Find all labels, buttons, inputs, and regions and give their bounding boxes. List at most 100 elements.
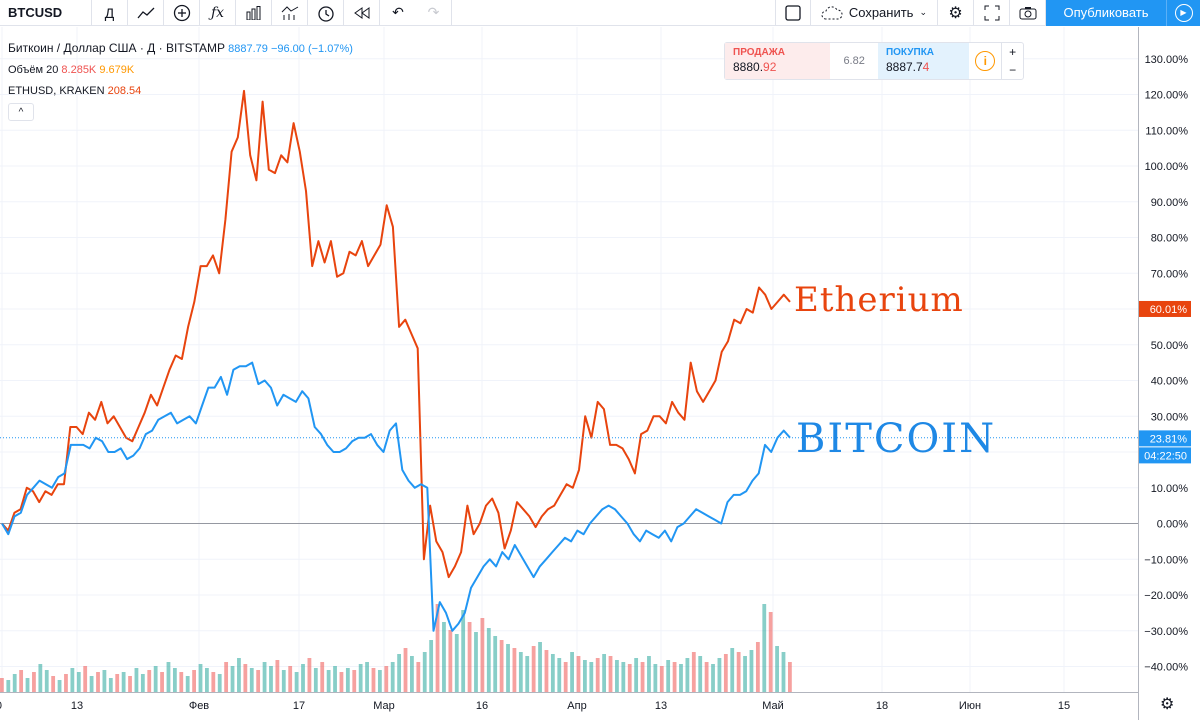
volume-bar: [140, 674, 145, 692]
volume-bar: [474, 632, 478, 692]
settings-gear-icon[interactable]: ⚙: [938, 0, 974, 26]
volume-bar: [538, 642, 542, 692]
volume-bar: [717, 658, 722, 692]
replay-icon[interactable]: [344, 0, 380, 26]
volume-bar: [19, 670, 24, 692]
volume-bar: [531, 646, 536, 692]
volume-bar: [454, 634, 459, 692]
y-tick-label: 0.00%: [1157, 519, 1188, 531]
templates-icon[interactable]: [272, 0, 308, 26]
volume-bar: [467, 622, 472, 692]
volume-bar: [121, 672, 126, 692]
volume-bar: [448, 630, 453, 692]
volume-bar: [243, 664, 248, 692]
compare-add-icon[interactable]: [164, 0, 200, 26]
volume-bar: [550, 654, 555, 692]
save-button[interactable]: Сохранить ⌄: [811, 0, 938, 26]
volume-bar: [307, 658, 312, 692]
volume-bar: [288, 666, 293, 692]
volume-bar: [377, 670, 382, 692]
spread-value: 6.82: [843, 55, 865, 67]
volume-bar: [775, 646, 779, 692]
volume-bar: [640, 662, 645, 692]
volume-bar: [44, 670, 49, 692]
y-tick-label: 100.00%: [1145, 161, 1189, 173]
chevron-down-icon: ⌄: [919, 7, 927, 17]
volume-bar: [755, 642, 760, 692]
volume-bar: [666, 660, 671, 692]
info-icon: i: [975, 51, 996, 71]
volume-bar: [416, 662, 421, 692]
alert-clock-icon[interactable]: [308, 0, 344, 26]
volume-bar: [269, 666, 273, 692]
volume-bar: [698, 656, 703, 692]
volume-bar: [358, 664, 363, 692]
btc-series-line[interactable]: [1, 361, 791, 632]
interval-button[interactable]: Д: [92, 0, 128, 26]
volume-bar: [115, 674, 120, 692]
info-button[interactable]: i: [969, 43, 1001, 79]
minus-button[interactable]: −: [1009, 63, 1017, 77]
annotation-etherium[interactable]: Etherium: [794, 280, 964, 320]
y-tick-label: 120.00%: [1145, 90, 1189, 102]
volume-bar: [544, 650, 549, 692]
volume-bar: [313, 668, 318, 692]
price-chart[interactable]: 130.00%120.00%110.00%100.00%90.00%80.00%…: [0, 27, 1200, 720]
volume-bar: [294, 672, 299, 692]
volume-bar: [659, 666, 664, 692]
play-button[interactable]: ▶: [1166, 0, 1200, 26]
publish-button[interactable]: Опубликовать: [1046, 0, 1166, 26]
chart-legend: Биткоин / Доллар США · Д · BITSTAMP 8887…: [8, 38, 353, 102]
volume-bar: [691, 652, 696, 692]
volume-value-2: 9.679K: [99, 64, 135, 76]
indicators-icon[interactable]: ƒx: [200, 0, 236, 26]
main-symbol-price: 8887.79 −96.00 (−1.07%): [228, 43, 353, 55]
volume-bar: [320, 662, 325, 692]
camera-icon[interactable]: [1010, 0, 1046, 26]
sell-label: ПРОДАЖА: [733, 47, 785, 58]
axis-settings-gear-icon[interactable]: ⚙: [1160, 696, 1175, 713]
volume-label[interactable]: Объём 20: [8, 64, 59, 76]
fullscreen-icon[interactable]: [974, 0, 1010, 26]
layout-square-icon[interactable]: [774, 0, 811, 26]
volume-bar: [198, 664, 203, 692]
x-tick-label: Фев: [189, 700, 209, 712]
volume-bar: [621, 662, 626, 692]
sell-button[interactable]: ПРОДАЖА 8880.92: [725, 43, 831, 79]
volume-bar: [205, 668, 209, 692]
volume-bar: [743, 656, 747, 692]
legend-collapse-button[interactable]: ^: [8, 103, 34, 121]
volume-bar: [781, 652, 786, 692]
volume-bar: [301, 664, 305, 692]
symbol-search[interactable]: BTCUSD: [0, 0, 92, 26]
volume-bar: [147, 670, 152, 692]
volume-bar: [217, 674, 222, 692]
volume-bar: [262, 662, 267, 692]
volume-bar: [96, 672, 100, 692]
plus-button[interactable]: +: [1009, 45, 1017, 59]
volume-bar: [608, 656, 613, 692]
volume-bar: [429, 640, 434, 692]
volume-bar: [249, 668, 254, 692]
main-symbol-title[interactable]: Биткоин / Доллар США · Д · BITSTAMP: [8, 41, 226, 55]
y-tick-label: 110.00%: [1145, 125, 1188, 137]
y-tick-label: 30.00%: [1151, 411, 1189, 423]
x-tick-label: Мар: [373, 700, 395, 712]
volume-bar: [685, 658, 690, 692]
quantity-stepper[interactable]: + −: [1001, 43, 1023, 79]
annotation-bitcoin[interactable]: BITCOIN: [796, 416, 997, 462]
countdown-badge: [1139, 447, 1191, 464]
undo-icon[interactable]: ↶: [392, 4, 404, 20]
volume-bar: [768, 612, 773, 692]
eth-series-line[interactable]: [1, 89, 791, 579]
y-tick-label: 10.00%: [1151, 483, 1189, 495]
buy-button[interactable]: ПОКУПКА 8887.74: [877, 43, 970, 79]
x-tick-label: 16: [476, 700, 488, 712]
compare-symbol-label[interactable]: ETHUSD, KRAKEN: [8, 85, 105, 97]
redo-icon[interactable]: ↷: [416, 0, 452, 26]
volume-bar: [0, 678, 4, 692]
y-tick-label: −10.00%: [1144, 554, 1188, 566]
financials-icon[interactable]: [236, 0, 272, 26]
volume-bar: [595, 658, 600, 692]
chart-type-icon[interactable]: [128, 0, 164, 26]
